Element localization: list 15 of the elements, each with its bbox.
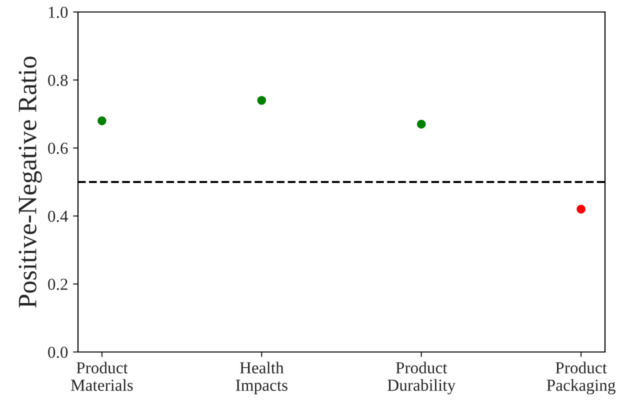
y-tick-label: 0.8 xyxy=(48,74,68,86)
point xyxy=(576,204,586,214)
y-tick-label: 0.4 xyxy=(48,210,68,222)
point xyxy=(416,120,426,129)
point xyxy=(257,96,266,105)
y-tick-label: 0.2 xyxy=(48,278,68,290)
x-tick-label: Product Durability xyxy=(388,362,456,394)
x-tick-label: Product Materials xyxy=(70,362,133,391)
y-axis-title: Positive-Negative Ratio xyxy=(18,56,42,308)
y-tick-label: 0.0 xyxy=(48,346,68,358)
y-tick-label: 1.0 xyxy=(48,6,68,18)
point xyxy=(98,116,106,126)
y-tick-label: 0.6 xyxy=(48,142,68,154)
x-tick-label: Product Packaging xyxy=(546,362,616,394)
x-tick-label: Health Impacts xyxy=(236,362,288,394)
